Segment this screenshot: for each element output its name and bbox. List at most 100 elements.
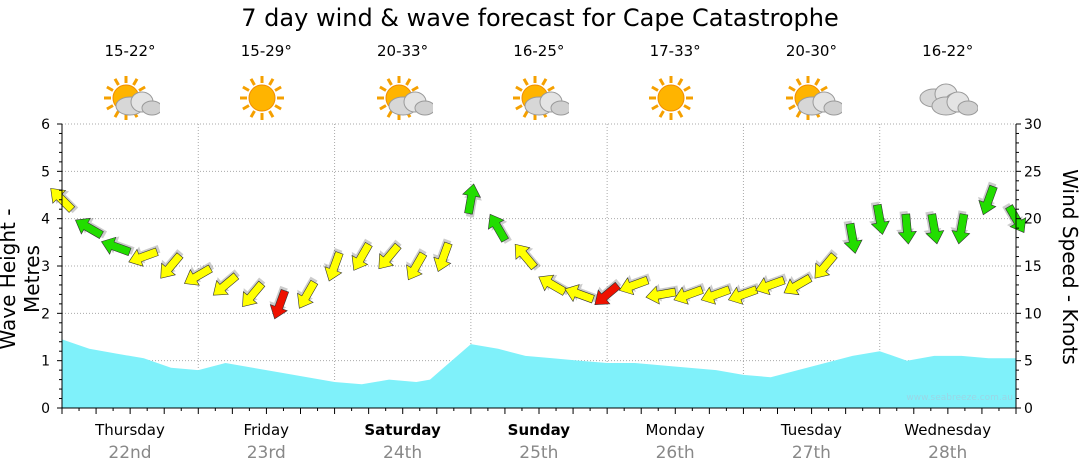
day-date-label: 26th: [655, 443, 695, 463]
sunny-icon: [645, 74, 705, 124]
day-temperature-range: 20-30°: [785, 42, 837, 60]
cloudy-icon: [918, 74, 979, 124]
wind-arrow-shape: [100, 236, 132, 257]
wind-arrow-shape: [462, 183, 481, 215]
wind-arrow: [514, 243, 541, 271]
wind-arrow: [978, 181, 998, 216]
wind-arrow-shape: [814, 252, 838, 279]
y-right-tick-label: 25: [1024, 164, 1042, 180]
wind-arrow-shape: [297, 279, 319, 309]
wind-arrow-shape: [269, 288, 290, 320]
wind-arrow: [950, 210, 971, 245]
wind-arrow-shape: [700, 285, 732, 305]
day-name-label: Saturday: [364, 421, 441, 439]
day-date-label: 22nd: [108, 443, 152, 463]
wind-arrow: [269, 285, 290, 320]
wind-arrow: [700, 282, 733, 305]
wind-arrow: [160, 249, 184, 279]
day-temperature-range: 16-25°: [513, 42, 565, 60]
wind-arrow: [618, 273, 652, 296]
wind-arrow: [128, 245, 161, 267]
wind-arrow-shape: [925, 213, 945, 245]
partly-cloudy-icon: [100, 74, 163, 124]
wind-arrow-shape: [50, 188, 76, 213]
day-name-label: Wednesday: [904, 421, 992, 439]
wind-arrow-shape: [487, 213, 509, 243]
axis-layer: 0 1 2 3 4 5 6 0 5 10 15 20 25 30: [41, 117, 1042, 417]
wind-arrow: [487, 213, 512, 244]
wind-arrow-shape: [645, 285, 677, 305]
day-date-label: 24th: [383, 443, 423, 463]
day-temperature-range: 17-33°: [649, 42, 701, 60]
day-date-label: 25th: [519, 443, 559, 463]
watermark: www.seabreeze.com.au: [906, 393, 1013, 403]
wind-arrow: [75, 217, 108, 239]
cloud-icon: [115, 91, 163, 116]
wind-arrow-shape: [406, 251, 428, 281]
day-temperature-range: 15-29°: [240, 42, 292, 60]
wind-arrow-shape: [75, 217, 104, 239]
day-date-label: 27th: [791, 443, 831, 463]
wind-arrow-shape: [951, 213, 971, 245]
wind-arrow-shape: [378, 242, 402, 270]
wind-arrow: [242, 277, 266, 308]
wind-arrow-shape: [843, 222, 863, 254]
wind-arrow: [323, 247, 344, 282]
wave-layer: [62, 339, 1016, 408]
wind-arrow: [406, 248, 428, 281]
wind-arrow: [814, 249, 838, 279]
y-left-tick-label: 0: [41, 401, 50, 417]
wind-arrow: [212, 269, 240, 296]
y-left-tick-label: 6: [41, 117, 50, 133]
y-left-tick-label: 2: [41, 306, 50, 322]
wind-arrow-shape: [538, 274, 568, 296]
wind-arrow: [297, 276, 319, 309]
y-right-tick-label: 0: [1024, 401, 1033, 417]
wind-arrow: [378, 239, 402, 270]
wind-arrow: [100, 236, 135, 257]
partly-cloudy-icon: [509, 74, 572, 124]
grid-layer: [62, 123, 1016, 408]
wind-arrow-shape: [673, 285, 704, 305]
chart-title: 7 day wind & wave forecast for Cape Cata…: [241, 4, 839, 32]
y-right-tick-label: 15: [1024, 259, 1042, 275]
wind-arrow: [645, 283, 679, 305]
y-left-tick-label: 5: [41, 164, 50, 180]
wind-arrow-shape: [184, 264, 213, 286]
wave-height-area: [62, 339, 1016, 408]
wind-arrow: [923, 211, 945, 245]
wind-arrow-shape: [212, 272, 240, 296]
wind-arrow-shape: [594, 281, 621, 306]
day-temperature-range: 15-22°: [104, 42, 156, 60]
day-temperature-range: 16-22°: [922, 42, 974, 60]
wind-arrow: [351, 238, 373, 271]
wind-arrow-shape: [897, 213, 917, 245]
sun-icon: [649, 76, 694, 120]
cloud-icon: [524, 91, 572, 116]
wind-arrow-shape: [564, 284, 595, 304]
sunny-icon: [236, 74, 296, 124]
wind-arrow-shape: [128, 247, 159, 267]
day-date-label: 23rd: [246, 443, 286, 463]
y-right-tick-label: 30: [1024, 117, 1042, 133]
partly-cloudy-icon: [782, 74, 845, 124]
day-name-label: Sunday: [507, 421, 571, 439]
wind-arrow: [869, 201, 890, 235]
wind-arrow-shape: [783, 274, 813, 296]
day-name-label: Monday: [645, 421, 705, 439]
day-name-label: Thursday: [95, 421, 165, 439]
wind-arrow-shape: [618, 275, 650, 296]
wind-arrow-shape: [160, 252, 184, 279]
day-name-label: Friday: [243, 421, 290, 439]
wind-arrow: [432, 238, 453, 273]
y-right-tick-label: 5: [1024, 354, 1033, 370]
wind-arrow-shape: [324, 251, 344, 282]
wind-arrow: [594, 278, 622, 306]
wind-arrow-shape: [978, 184, 998, 216]
wind-arrow-shape: [433, 241, 453, 273]
wind-arrow: [783, 271, 814, 296]
wind-arrow: [727, 282, 761, 305]
wind-arrow: [564, 283, 598, 304]
wind-arrow-shape: [242, 280, 266, 308]
day-name-label: Tuesday: [780, 421, 842, 439]
